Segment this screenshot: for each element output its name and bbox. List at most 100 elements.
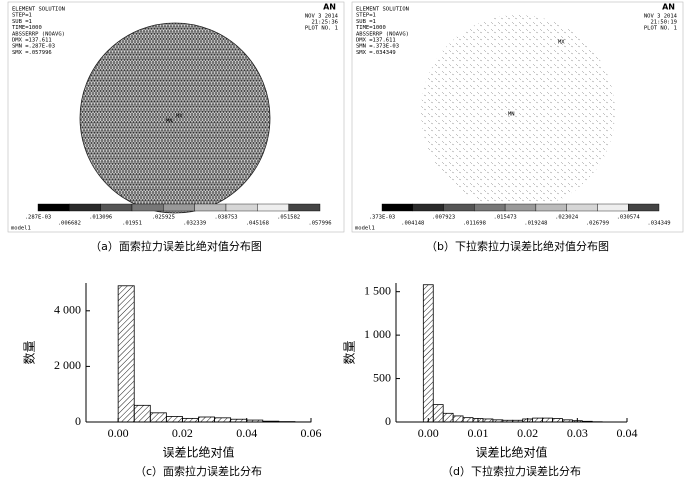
header-line: DMX =137.611 bbox=[356, 38, 396, 44]
y-tick-label: 500 bbox=[373, 370, 391, 384]
header-line: STEP=1 bbox=[356, 13, 376, 19]
colorbar-block bbox=[288, 203, 321, 212]
histogram-bar bbox=[442, 412, 454, 423]
y-axis-label: 数量 bbox=[22, 340, 37, 364]
y-tick-label: 4 000 bbox=[54, 303, 81, 317]
colorbar-block bbox=[37, 203, 70, 212]
colorbar-block bbox=[628, 203, 660, 212]
y-tick-label: 0 bbox=[385, 414, 391, 428]
histogram-bar bbox=[149, 412, 167, 423]
mesh-model bbox=[421, 15, 615, 209]
histogram-bar bbox=[532, 417, 543, 423]
colorbar-block bbox=[69, 203, 101, 212]
histogram-bar bbox=[422, 284, 434, 423]
colorbar-block bbox=[597, 203, 629, 212]
colorbar-block bbox=[443, 203, 475, 212]
colorbar-label: .026799 bbox=[586, 221, 609, 227]
colorbar-label: .01951 bbox=[122, 221, 142, 227]
colorbar-label: .013096 bbox=[89, 215, 112, 221]
colorbar-label: .025925 bbox=[152, 215, 175, 221]
plot-stamp: 21:50:19 bbox=[651, 20, 678, 26]
histogram-bar bbox=[182, 417, 199, 423]
y-tick-label: 1 000 bbox=[364, 327, 391, 341]
colorbar-block bbox=[535, 203, 567, 212]
plot-stamp: 21:25:36 bbox=[312, 20, 339, 26]
histogram-bar bbox=[117, 285, 135, 423]
plot-stamp: PLOT NO. 1 bbox=[305, 26, 338, 32]
histogram-bar bbox=[133, 404, 151, 423]
colorbar-block bbox=[163, 203, 195, 212]
x-tick-label: 0.00 bbox=[108, 426, 129, 440]
colorbar-block bbox=[566, 203, 598, 212]
histogram-bar bbox=[462, 417, 474, 423]
logo: AN bbox=[662, 3, 675, 12]
header-line: DMX =137.611 bbox=[12, 38, 52, 44]
header-line: SMX =.034349 bbox=[356, 50, 396, 56]
header-line: ABSSERRP (NOAVG) bbox=[356, 31, 409, 37]
x-tick-label: 0.00 bbox=[418, 426, 439, 440]
colorbar-label: .015473 bbox=[494, 215, 517, 221]
histogram-bar bbox=[165, 416, 183, 423]
colorbar-label: .373E-03 bbox=[369, 215, 396, 221]
colorbar-label: .034349 bbox=[647, 221, 670, 227]
header-line: TIME=1000 bbox=[12, 25, 42, 31]
caption: （b）下拉索拉力误差比绝对值分布图 bbox=[426, 239, 609, 253]
node-marker: MX bbox=[558, 40, 565, 46]
histogram-bar bbox=[552, 418, 563, 423]
header-line: ELEMENT SOLUTION bbox=[356, 7, 409, 13]
colorbar-block bbox=[381, 203, 413, 212]
logo: AN bbox=[323, 3, 336, 12]
colorbar-label: .057996 bbox=[308, 221, 331, 227]
header-line: SUB =1 bbox=[356, 19, 376, 25]
colorbar-block bbox=[257, 203, 289, 212]
y-axis-label: 数量 bbox=[342, 340, 357, 364]
colorbar-label: .287E-03 bbox=[25, 215, 52, 221]
histogram-bar bbox=[432, 404, 444, 423]
colorbar-label: .045168 bbox=[246, 221, 269, 227]
plot-stamp: NOV 3 2014 bbox=[305, 14, 339, 20]
header-line: STEP=1 bbox=[12, 13, 32, 19]
histogram-bar bbox=[452, 415, 464, 423]
plot-stamp: PLOT NO. 1 bbox=[644, 26, 677, 32]
x-tick-label: 0.02 bbox=[172, 426, 193, 440]
y-tick-label: 0 bbox=[75, 414, 81, 428]
colorbar-label: .051582 bbox=[277, 215, 300, 221]
x-tick-label: 0.03 bbox=[567, 426, 588, 440]
node-marker: MN bbox=[508, 112, 515, 118]
colorbar-label: .011698 bbox=[463, 221, 486, 227]
colorbar-block bbox=[504, 203, 537, 212]
footer: model1 bbox=[11, 226, 31, 232]
caption: （d）下拉索拉力误差比分布 bbox=[442, 464, 581, 478]
histogram-bar bbox=[214, 417, 232, 423]
y-tick-label: 2 000 bbox=[54, 358, 81, 372]
histogram-bar bbox=[542, 417, 553, 423]
caption: （a）面索拉力误差比绝对值分布图 bbox=[90, 239, 262, 253]
colorbar-block bbox=[100, 203, 133, 212]
node-marker: MN bbox=[166, 119, 173, 125]
histogram-bar bbox=[198, 416, 215, 423]
x-axis-label: 误差比绝对值 bbox=[162, 445, 234, 460]
header-line: SUB =1 bbox=[12, 19, 32, 25]
colorbar-label: .023024 bbox=[555, 215, 579, 221]
colorbar-block bbox=[474, 203, 506, 212]
colorbar-label: .019248 bbox=[524, 221, 547, 227]
y-tick-label: 1 500 bbox=[364, 283, 391, 297]
colorbar-label: .007923 bbox=[432, 215, 455, 221]
x-tick-label: 0.01 bbox=[467, 426, 488, 440]
x-tick-label: 0.02 bbox=[517, 426, 538, 440]
mesh-model bbox=[79, 22, 271, 214]
header-line: TIME=1000 bbox=[356, 25, 386, 31]
colorbar-label: .030574 bbox=[617, 215, 641, 221]
colorbar-label: .004148 bbox=[401, 221, 424, 227]
header-line: ABSSERRP (NOAVG) bbox=[12, 31, 65, 37]
colorbar-label: .038753 bbox=[214, 215, 237, 221]
x-tick-label: 0.04 bbox=[617, 426, 638, 440]
header-line: ELEMENT SOLUTION bbox=[12, 7, 65, 13]
colorbar-block bbox=[412, 203, 444, 212]
header-line: SMX =.057996 bbox=[12, 50, 52, 56]
x-tick-label: 0.06 bbox=[301, 426, 322, 440]
colorbar-label: .006682 bbox=[58, 221, 81, 227]
colorbar-block bbox=[131, 203, 164, 212]
header-line: SMN =.373E-03 bbox=[356, 44, 399, 50]
